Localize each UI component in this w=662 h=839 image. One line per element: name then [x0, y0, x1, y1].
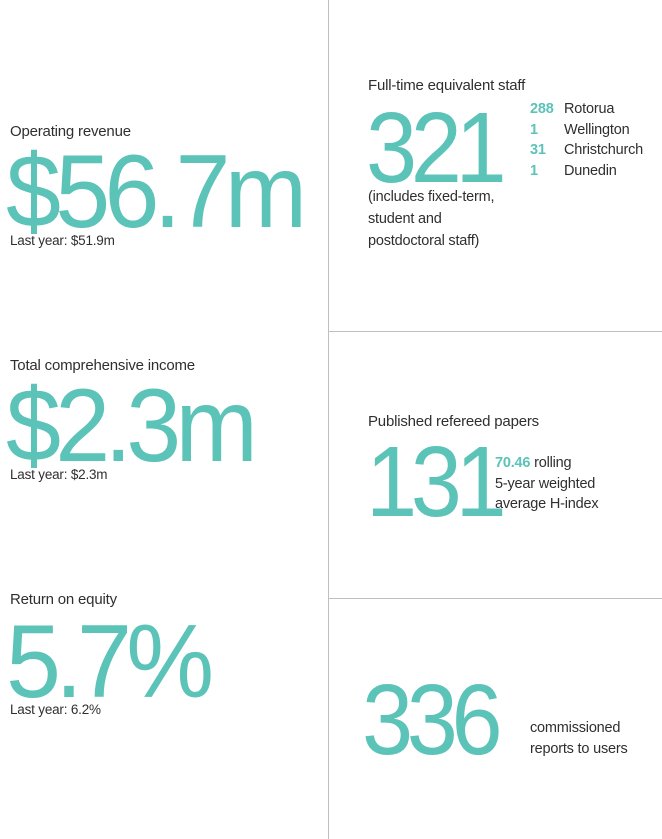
- operating-revenue-last-year: Last year: $51.9m: [10, 233, 115, 248]
- operating-revenue-label: Operating revenue: [10, 123, 131, 140]
- commissioned-reports-value: 336: [362, 664, 503, 776]
- h-index-line: average H-index: [495, 496, 599, 512]
- location-name: Dunedin: [564, 162, 617, 179]
- h-index-value: 70.46: [495, 455, 531, 471]
- location-row: 1 Dunedin: [530, 161, 643, 182]
- location-row: 1 Wellington: [530, 120, 643, 141]
- fte-staff-note-line: (includes fixed-term,: [368, 189, 495, 205]
- horizontal-divider-2: [329, 598, 662, 599]
- refereed-papers-label: Published refereed papers: [368, 413, 539, 430]
- location-name: Christchurch: [564, 142, 643, 159]
- total-comprehensive-income-value: $2.3m: [6, 368, 258, 484]
- location-count: 1: [530, 162, 538, 179]
- fte-staff-value: 321: [366, 92, 507, 204]
- location-count: 31: [530, 142, 546, 159]
- return-on-equity-value: 5.7%: [6, 604, 214, 720]
- commissioned-reports-line: reports to users: [530, 741, 628, 757]
- location-count: 288: [530, 101, 554, 118]
- location-row: 288 Rotorua: [530, 99, 643, 120]
- fte-staff-label: Full-time equivalent staff: [368, 77, 526, 94]
- return-on-equity-last-year: Last year: 6.2%: [10, 702, 101, 717]
- location-row: 31 Christchurch: [530, 140, 643, 161]
- fte-staff-note: (includes fixed-term, student and postdo…: [368, 186, 495, 252]
- location-name: Wellington: [564, 121, 630, 138]
- h-index-line: 5-year weighted: [495, 475, 596, 492]
- h-index-line1-rest: rolling: [530, 455, 572, 471]
- staff-locations-list: 288 Rotorua 1 Wellington 31 Christchurch…: [530, 99, 643, 181]
- total-comprehensive-income-last-year: Last year: $2.3m: [10, 467, 108, 482]
- total-comprehensive-income-label: Total comprehensive income: [10, 357, 195, 374]
- h-index-line: 70.46 rolling: [495, 453, 598, 474]
- location-name: Rotorua: [564, 101, 615, 118]
- commissioned-reports-desc: commissioned reports to users: [530, 718, 628, 760]
- h-index-note: 70.46 rolling 5-year weighted average H-…: [495, 453, 599, 515]
- fte-staff-note-line: student and: [368, 211, 442, 227]
- refereed-papers-value: 131: [366, 426, 507, 538]
- operating-revenue-value: $56.7m: [6, 134, 307, 250]
- horizontal-divider-1: [329, 331, 662, 332]
- return-on-equity-label: Return on equity: [10, 591, 117, 608]
- fte-staff-note-line: postdoctoral staff): [368, 233, 480, 249]
- vertical-divider: [328, 0, 329, 839]
- commissioned-reports-line: commissioned: [530, 720, 621, 736]
- location-count: 1: [530, 121, 538, 138]
